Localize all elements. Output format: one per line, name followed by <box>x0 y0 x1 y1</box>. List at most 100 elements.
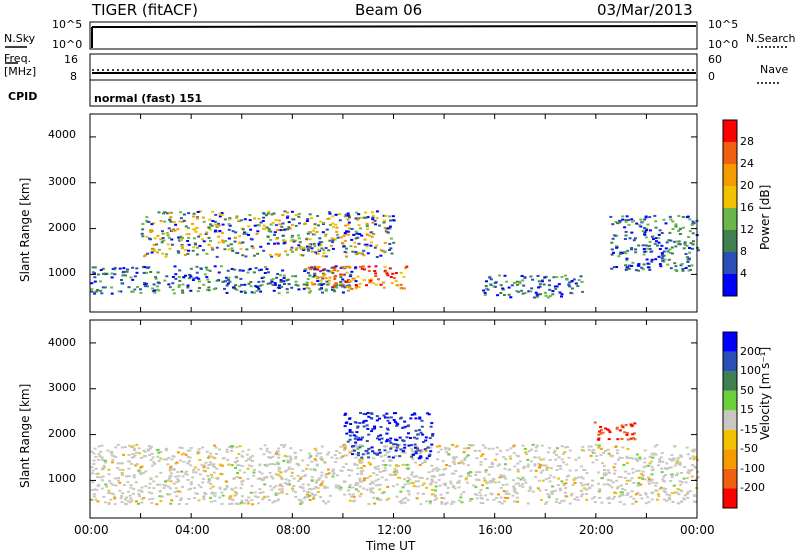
range-gate-cell <box>269 238 273 241</box>
range-gate-cell <box>675 461 679 464</box>
range-gate-cell <box>380 476 384 479</box>
range-gate-cell <box>564 274 568 277</box>
range-gate-cell <box>681 269 685 272</box>
range-gate-cell <box>218 212 222 215</box>
range-gate-cell <box>371 216 375 219</box>
range-gate-cell <box>646 496 650 499</box>
range-gate-cell <box>359 412 362 414</box>
range-gate-cell <box>155 285 159 288</box>
range-gate-cell <box>258 284 262 287</box>
range-gate-cell <box>209 487 213 490</box>
range-gate-cell <box>617 255 621 258</box>
range-gate-cell <box>640 497 644 500</box>
range-gate-cell <box>361 265 365 268</box>
range-gate-cell <box>176 250 180 253</box>
range-gate-cell <box>144 485 148 488</box>
range-gate-cell <box>446 486 450 489</box>
range-gate-cell <box>451 486 455 489</box>
range-gate-cell <box>555 276 559 279</box>
range-gate-cell <box>278 475 282 477</box>
range-gate-cell <box>383 454 387 457</box>
range-gate-cell <box>237 219 241 222</box>
range-gate-cell <box>299 499 303 502</box>
range-gate-cell <box>364 419 368 422</box>
range-gate-cell <box>607 452 611 455</box>
range-gate-cell <box>648 244 651 247</box>
range-gate-cell <box>282 446 286 449</box>
range-gate-cell <box>357 242 361 245</box>
range-gate-cell <box>438 484 442 487</box>
range-gate-cell <box>220 502 224 505</box>
range-gate-cell <box>485 482 489 485</box>
range-gate-cell <box>348 499 352 502</box>
range-gate-cell <box>407 490 411 493</box>
range-gate-cell <box>195 216 199 219</box>
range-gate-cell <box>334 486 338 489</box>
range-gate-cell <box>322 249 326 252</box>
range-gate-cell <box>589 445 593 448</box>
range-gate-cell <box>425 457 429 460</box>
range-gate-cell <box>161 230 164 233</box>
range-gate-cell <box>631 502 635 505</box>
range-gate-cell <box>362 254 366 257</box>
range-gate-cell <box>392 412 396 415</box>
range-gate-cell <box>500 502 504 505</box>
range-gate-cell <box>581 477 585 480</box>
range-gate-cell <box>521 476 525 479</box>
range-gate-cell <box>559 467 563 470</box>
range-gate-cell <box>664 247 668 250</box>
range-gate-cell <box>276 462 280 465</box>
range-gate-cell <box>269 457 272 459</box>
range-gate-cell <box>371 450 375 453</box>
range-gate-cell <box>198 473 202 476</box>
range-gate-cell <box>371 482 375 485</box>
range-gate-cell <box>212 465 216 468</box>
range-gate-cell <box>690 264 694 267</box>
range-gate-cell <box>247 282 251 285</box>
range-gate-cell <box>485 280 488 283</box>
range-gate-cell <box>215 226 219 228</box>
range-gate-cell <box>303 270 307 272</box>
range-gate-cell <box>579 275 583 278</box>
range-gate-cell <box>209 452 213 455</box>
range-gate-cell <box>215 467 219 470</box>
range-gate-cell <box>618 495 622 498</box>
range-gate-cell <box>414 480 418 483</box>
range-gate-cell <box>637 269 641 272</box>
range-gate-cell <box>181 283 185 286</box>
range-gate-cell <box>492 498 496 501</box>
range-gate-cell <box>692 222 696 225</box>
range-gate-cell <box>444 503 448 505</box>
range-gate-cell <box>634 493 638 496</box>
range-gate-cell <box>247 502 251 505</box>
range-gate-cell <box>669 218 673 221</box>
range-gate-cell <box>158 490 162 493</box>
range-gate-cell <box>687 236 691 238</box>
range-gate-cell <box>238 285 241 288</box>
range-gate-cell <box>176 451 180 454</box>
range-gate-cell <box>145 219 149 222</box>
range-gate-cell <box>130 463 134 465</box>
range-gate-cell <box>355 464 359 466</box>
range-gate-cell <box>504 458 508 461</box>
colorbar-segment <box>723 449 737 469</box>
range-gate-cell <box>354 266 358 269</box>
range-gate-cell <box>235 288 239 291</box>
range-gate-cell <box>226 269 230 272</box>
range-gate-cell <box>172 468 176 471</box>
range-gate-cell <box>261 220 265 222</box>
range-gate-cell <box>548 288 552 291</box>
range-gate-cell <box>625 215 629 218</box>
range-gate-cell <box>266 242 270 245</box>
range-gate-cell <box>563 451 567 453</box>
range-gate-cell <box>343 286 347 289</box>
range-gate-cell <box>550 493 554 495</box>
range-gate-cell <box>272 289 276 292</box>
range-gate-cell <box>212 492 216 495</box>
xtick-0000: 00:00 <box>74 523 109 537</box>
range-gate-cell <box>148 453 151 456</box>
range-gate-cell <box>168 493 172 496</box>
range-gate-cell <box>375 415 379 418</box>
range-gate-cell <box>692 448 696 451</box>
range-gate-cell <box>265 465 269 468</box>
